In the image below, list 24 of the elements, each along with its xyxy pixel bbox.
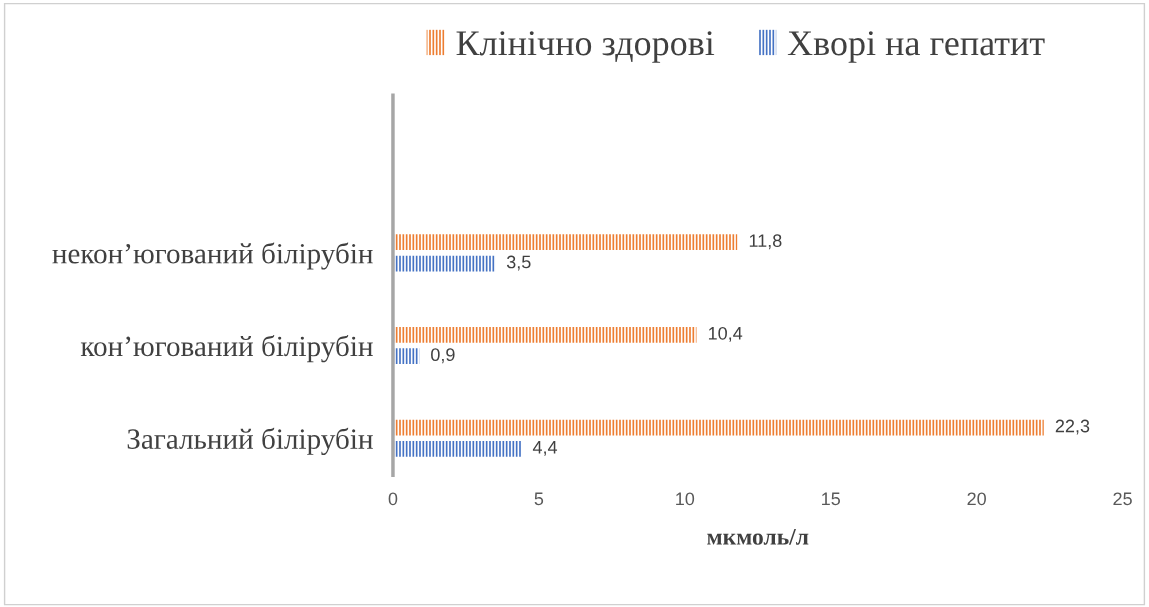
bar <box>392 348 420 365</box>
bar <box>392 419 1044 436</box>
bar <box>392 234 738 251</box>
legend-label: Клінічно здорові <box>456 31 715 63</box>
bar <box>392 255 496 272</box>
y-tick-label: Загальний білірубін <box>127 427 373 455</box>
x-tick-label: 20 <box>967 492 986 506</box>
data-label: 0,9 <box>431 348 455 364</box>
data-label: 11,8 <box>749 234 782 250</box>
data-label: 22,3 <box>1055 419 1090 435</box>
x-tick-label: 10 <box>676 492 695 506</box>
x-tick-label: 0 <box>388 492 398 506</box>
x-axis-title: мкмоль/л <box>707 529 809 545</box>
bar <box>392 440 522 457</box>
legend-label: Хворі на гепатит <box>787 31 1045 63</box>
data-label: 3,5 <box>506 255 531 271</box>
bar <box>392 327 697 343</box>
y-tick-label: кон’югований білірубін <box>80 335 373 363</box>
data-label: 4,4 <box>532 441 558 456</box>
y-tick-label: некон’югований білірубін <box>52 242 373 270</box>
data-label: 10,4 <box>708 326 743 342</box>
x-tick-label: 25 <box>1113 492 1132 506</box>
x-tick-label: 15 <box>822 492 841 506</box>
x-tick-label: 5 <box>534 492 544 506</box>
